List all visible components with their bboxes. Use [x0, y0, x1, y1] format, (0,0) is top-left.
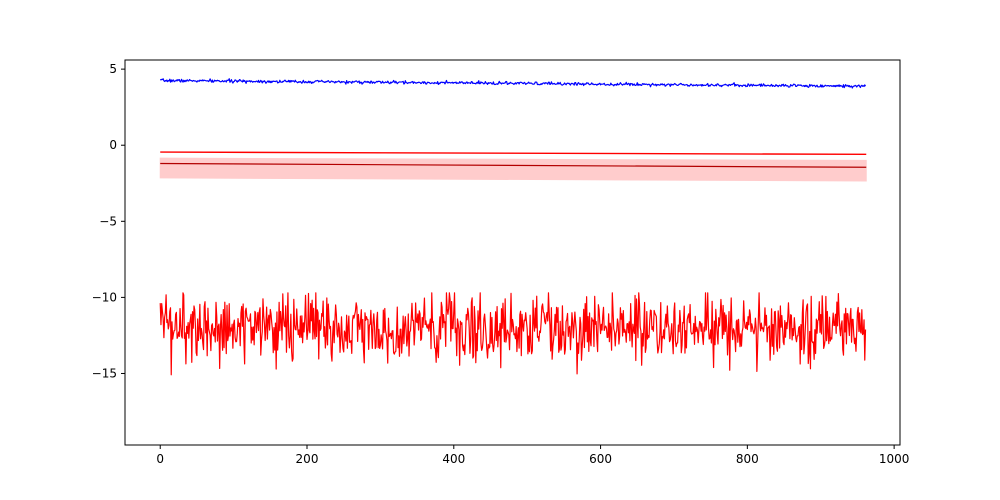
plot-frame [124, 59, 901, 446]
x-tick-label-600: 600 [589, 452, 612, 466]
x-tick-label-1000: 1000 [879, 452, 910, 466]
y-tick-label-5: 5 [109, 62, 117, 76]
series-band-2 [159, 157, 867, 182]
y-tick-label--15: −15 [92, 366, 117, 380]
x-tick-label-0: 0 [156, 452, 164, 466]
axes: 0 200 400 600 800 1000 5 0 −5 −10 −15 [92, 59, 910, 466]
plot-area [159, 78, 867, 376]
x-tick-label-200: 200 [296, 452, 319, 466]
x-tick-label-800: 800 [736, 452, 759, 466]
x-tick-label-400: 400 [442, 452, 465, 466]
series-line-3 [159, 292, 867, 376]
y-tick-label--5: −5 [99, 214, 117, 228]
series-band-center-2 [160, 162, 867, 168]
y-tick-label-0: 0 [109, 138, 117, 152]
series-line-0 [159, 78, 867, 89]
series-line-1 [160, 151, 867, 156]
y-tick-label--10: −10 [92, 290, 117, 304]
